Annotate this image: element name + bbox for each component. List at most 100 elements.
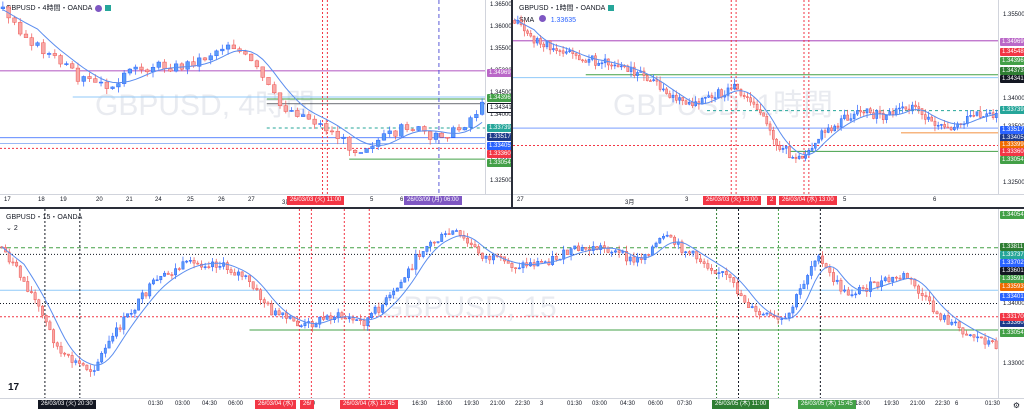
candle[interactable] [828,267,832,273]
candle[interactable] [170,274,174,276]
candle[interactable] [739,293,743,296]
candle[interactable] [59,345,63,354]
candle[interactable] [63,352,67,355]
time-crosshair-badge[interactable]: 26/03/03 (火) 20:30 [38,400,96,409]
candle[interactable] [930,116,934,122]
candle[interactable] [595,246,599,250]
price-tag[interactable]: 1.34341 [1000,75,1024,83]
price-tag[interactable]: 1.33360 [1000,319,1024,327]
candle[interactable] [414,254,418,270]
candle[interactable] [961,327,965,335]
candle[interactable] [404,124,410,130]
price-tag[interactable]: 1.33405 [1000,134,1024,142]
candle[interactable] [168,68,173,72]
candle[interactable] [655,79,659,82]
candle[interactable] [347,317,351,320]
candle[interactable] [529,33,533,37]
candle[interactable] [710,267,713,271]
candle[interactable] [310,321,314,328]
candle[interactable] [150,67,156,73]
candle[interactable] [771,129,775,140]
candle[interactable] [387,130,392,134]
candle-plot[interactable] [513,0,998,194]
candle[interactable] [625,251,628,262]
candle[interactable] [222,262,226,267]
candle[interactable] [706,263,710,269]
candle[interactable] [58,55,63,65]
chart-pane-15m[interactable]: GBPUSD, 15 GBPUSD・15・OANDA ⌄ 2 17 1.3400… [0,209,1024,411]
candle[interactable] [410,268,414,271]
candle[interactable] [695,250,699,260]
candle[interactable] [248,275,251,282]
candle[interactable] [969,115,972,117]
candle[interactable] [469,242,473,245]
sma-line[interactable] [514,18,997,156]
candle[interactable] [809,266,813,276]
candle[interactable] [581,59,584,62]
candle[interactable] [617,250,621,253]
candle[interactable] [768,123,772,131]
candle[interactable] [381,133,387,141]
candle[interactable] [878,110,882,114]
candle-plot[interactable] [0,0,485,194]
candle[interactable] [697,101,701,105]
candle[interactable] [875,110,879,119]
candle[interactable] [468,117,473,128]
candle[interactable] [820,130,824,140]
candle[interactable] [794,156,798,159]
candle[interactable] [813,260,817,267]
candle[interactable] [750,306,754,308]
candle[interactable] [299,325,303,327]
candle[interactable] [41,305,44,316]
candle[interactable] [399,124,404,137]
candle[interactable] [979,336,983,339]
candle[interactable] [324,123,329,132]
candle[interactable] [203,266,207,268]
candle[interactable] [856,110,859,115]
candle[interactable] [110,86,115,89]
candle[interactable] [85,364,89,370]
candle[interactable] [839,279,843,292]
candle[interactable] [872,112,875,119]
candle[interactable] [285,312,288,319]
candle[interactable] [145,69,150,73]
candle[interactable] [318,123,323,125]
candle[interactable] [155,279,159,282]
candle[interactable] [881,112,885,120]
candle[interactable] [662,88,665,91]
candle[interactable] [272,84,277,94]
candle[interactable] [399,281,403,289]
candle[interactable] [439,132,444,138]
price-axis[interactable]: 1.355001.350001.345001.340001.335001.330… [998,0,1024,207]
indicator-count[interactable]: ⌄ 2 [6,225,18,232]
candle[interactable] [325,315,329,320]
time-crosshair-badge[interactable]: 26/03/04 (水) 13:45 [340,400,398,409]
price-tag[interactable]: 1.34548 [1000,48,1024,56]
candle[interactable] [650,246,654,256]
candle[interactable] [384,297,388,306]
candle[interactable] [262,299,266,304]
candle[interactable] [370,146,375,149]
candle[interactable] [636,72,639,76]
candle[interactable] [432,241,436,244]
candle[interactable] [174,268,178,276]
candle[interactable] [480,252,484,259]
candle[interactable] [735,282,739,294]
candle[interactable] [707,95,710,98]
candle[interactable] [580,247,584,251]
candle[interactable] [665,88,668,94]
candle[interactable] [733,83,736,90]
price-tag[interactable]: 1.33517 [1000,126,1024,134]
candle[interactable] [898,107,901,110]
candle[interactable] [373,306,377,314]
candle[interactable] [127,68,133,74]
candle[interactable] [562,249,566,260]
candle[interactable] [636,257,640,263]
candle[interactable] [691,250,695,254]
candle[interactable] [288,316,292,319]
candle[interactable] [425,246,429,252]
candle[interactable] [197,57,202,67]
candle[interactable] [561,50,565,54]
tradingview-logo[interactable]: 17 [8,382,20,393]
price-tag[interactable]: 1.34969 [1000,38,1024,46]
